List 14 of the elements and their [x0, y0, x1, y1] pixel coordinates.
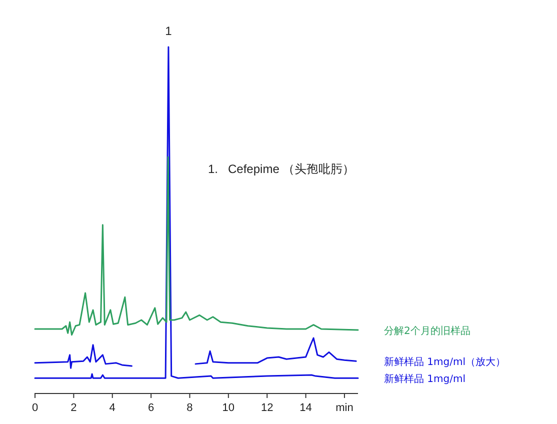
- x-tick-label: 2: [70, 402, 77, 414]
- text: 分解2个月的旧样品: [384, 325, 470, 338]
- x-tick-label: 14: [300, 402, 312, 414]
- x-tick-label: 0: [32, 402, 38, 414]
- x-tick-label: 10: [222, 402, 235, 414]
- x-tick-label: 6: [148, 402, 154, 414]
- text: 新鲜样品 1mg/ml（放大）: [384, 356, 506, 368]
- annotation: 1. Cefepime （头孢吡肟）: [208, 162, 355, 176]
- x-tick-label: min: [336, 402, 354, 414]
- text: 新鲜样品 1mg/ml: [384, 373, 466, 386]
- x-tick-label: 4: [109, 402, 116, 414]
- annotation: 1: [165, 24, 172, 38]
- x-tick-label: 8: [186, 402, 193, 414]
- x-tick-label: 12: [260, 402, 274, 414]
